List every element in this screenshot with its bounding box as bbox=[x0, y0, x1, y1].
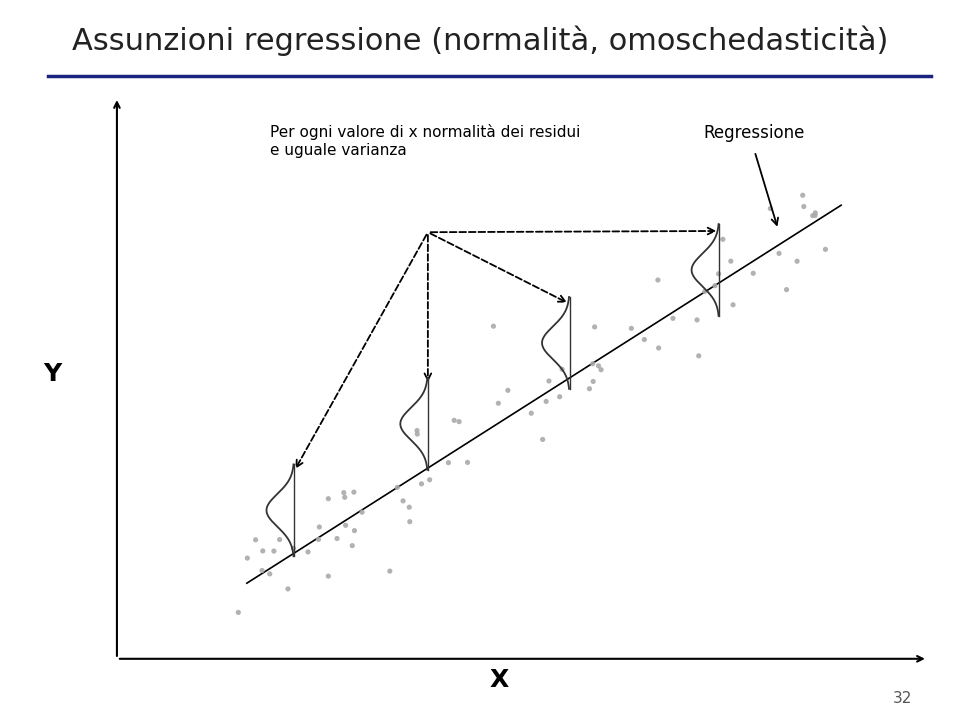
Point bbox=[248, 534, 263, 546]
Point bbox=[541, 375, 557, 387]
Point bbox=[585, 358, 600, 369]
Text: 32: 32 bbox=[893, 690, 912, 706]
Point bbox=[402, 516, 418, 528]
Point bbox=[401, 501, 417, 513]
Point bbox=[691, 350, 707, 361]
Point bbox=[347, 525, 362, 536]
Point bbox=[552, 391, 567, 402]
Point bbox=[523, 408, 539, 419]
Point bbox=[441, 457, 456, 469]
Point bbox=[345, 540, 360, 552]
Point bbox=[651, 342, 666, 354]
Point bbox=[240, 552, 255, 564]
Point bbox=[486, 320, 501, 332]
Point bbox=[807, 210, 823, 221]
Point bbox=[311, 534, 326, 545]
Point bbox=[711, 268, 727, 279]
Point bbox=[262, 568, 277, 580]
Point bbox=[762, 203, 778, 215]
Point bbox=[414, 478, 429, 490]
Point bbox=[590, 360, 606, 372]
Point bbox=[746, 268, 761, 279]
Point bbox=[337, 492, 352, 503]
Point bbox=[409, 425, 424, 436]
Point bbox=[382, 565, 397, 577]
Point bbox=[286, 543, 301, 554]
Point bbox=[500, 384, 516, 396]
Text: Assunzioni regressione (normalità, omoschedasticità): Assunzioni regressione (normalità, omosc… bbox=[72, 25, 888, 55]
Point bbox=[723, 256, 738, 267]
Point bbox=[650, 274, 665, 286]
Point bbox=[697, 286, 712, 297]
Text: Per ogni valore di x normalità dei residui
e uguale varianza: Per ogni valore di x normalità dei resid… bbox=[271, 124, 581, 158]
Point bbox=[586, 376, 601, 387]
Point bbox=[624, 323, 639, 334]
Text: Regressione: Regressione bbox=[704, 124, 804, 143]
Point bbox=[715, 233, 731, 245]
Point bbox=[451, 416, 467, 428]
Point bbox=[272, 534, 287, 545]
Point bbox=[587, 321, 602, 333]
Point bbox=[422, 474, 438, 485]
Point bbox=[336, 487, 351, 498]
Point bbox=[805, 210, 821, 222]
Point bbox=[539, 396, 554, 408]
Point bbox=[771, 248, 786, 259]
Point bbox=[789, 256, 804, 267]
Point bbox=[329, 533, 345, 544]
Point bbox=[280, 583, 296, 595]
Point bbox=[818, 243, 833, 255]
Point bbox=[410, 428, 425, 440]
Point bbox=[593, 364, 609, 376]
Point bbox=[254, 564, 270, 576]
Point bbox=[665, 312, 681, 324]
Point bbox=[338, 520, 353, 531]
Point bbox=[779, 284, 794, 295]
Point bbox=[312, 521, 327, 533]
Point bbox=[796, 201, 811, 212]
Point bbox=[446, 415, 462, 426]
Point bbox=[555, 364, 570, 375]
Point bbox=[726, 299, 741, 310]
Point bbox=[807, 207, 823, 219]
Point bbox=[390, 482, 405, 493]
Point bbox=[354, 506, 370, 518]
Text: Y: Y bbox=[43, 362, 62, 387]
Point bbox=[460, 456, 475, 468]
Point bbox=[321, 493, 336, 505]
Point bbox=[347, 487, 362, 498]
Point bbox=[321, 570, 336, 582]
Point bbox=[795, 189, 810, 201]
Point bbox=[582, 383, 597, 395]
Point bbox=[491, 397, 506, 409]
Point bbox=[230, 607, 246, 618]
Point bbox=[255, 545, 271, 557]
Point bbox=[708, 280, 723, 292]
Point bbox=[300, 546, 316, 558]
Text: X: X bbox=[490, 668, 509, 693]
Point bbox=[636, 334, 652, 346]
Point bbox=[535, 433, 550, 445]
Point bbox=[689, 314, 705, 325]
Point bbox=[266, 545, 281, 557]
Point bbox=[396, 495, 411, 507]
